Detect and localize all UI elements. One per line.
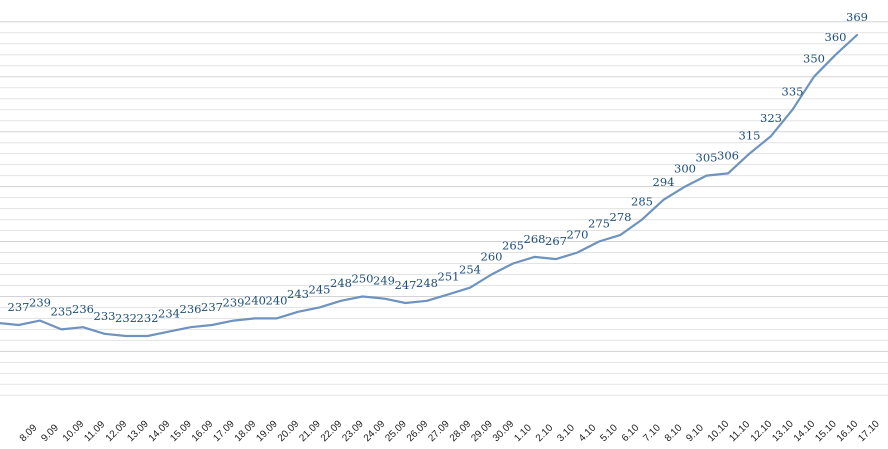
data-label: 249 [373,274,395,288]
data-label: 250 [352,272,374,286]
x-tick-label: 19.09 [254,418,280,444]
data-label: 235 [51,304,73,318]
data-label: 239 [29,296,51,310]
x-tick-label: 13.10 [770,418,796,444]
data-label: 294 [653,175,675,189]
x-tick-label: 11.10 [727,419,752,444]
data-label: 251 [438,269,460,283]
x-tick-label: 7.10 [641,422,663,444]
data-label: 268 [524,232,546,246]
x-tick-label: 25.09 [383,418,409,444]
x-tick-label: 12.09 [104,418,130,444]
data-labels: 8237239235236233232232234236237239240240… [0,10,868,325]
x-tick-label: 24.09 [362,418,388,444]
x-tick-label: 14.09 [147,418,173,444]
x-tick-label: 15.09 [168,418,194,444]
data-label: 8 [0,298,1,312]
x-tick-label: 10.10 [706,418,732,444]
data-label: 323 [760,111,782,125]
data-label: 270 [567,228,589,242]
x-tick-label: 23.09 [340,418,366,444]
x-tick-label: 20.09 [276,418,302,444]
x-tick-label: 11.09 [82,419,107,444]
x-tick-label: 12.10 [749,418,775,444]
data-label: 240 [266,293,288,307]
data-label: 265 [502,239,524,253]
data-label: 300 [674,162,696,176]
data-label: 232 [115,311,137,325]
x-tick-label: 8.09 [18,422,40,444]
data-label: 306 [717,148,739,162]
x-tick-label: 1.10 [512,422,534,444]
x-tick-label: 18.09 [233,418,259,444]
x-tick-label: 5.10 [598,422,620,444]
x-tick-label: 27.09 [426,418,452,444]
data-label: 233 [94,309,116,323]
data-label: 248 [330,276,352,290]
data-label: 315 [739,129,761,143]
x-tick-label: 9.09 [39,422,61,444]
series-line [0,33,859,338]
x-tick-label: 17.09 [211,418,237,444]
x-tick-label: 16.10 [835,418,861,444]
data-label: 247 [395,278,417,292]
x-tick-label: 22.09 [319,418,345,444]
data-label: 245 [309,282,331,296]
x-tick-label: 14.10 [792,418,818,444]
data-label: 236 [72,302,94,316]
data-label: 305 [696,151,718,165]
x-tick-label: 16.09 [190,418,216,444]
data-label: 232 [137,311,159,325]
data-label: 260 [481,250,503,264]
x-tick-label: 10.09 [61,418,87,444]
x-tick-label: 29.09 [469,418,495,444]
data-label: 243 [287,287,309,301]
data-label: 350 [803,52,825,66]
x-tick-label: 2.10 [534,422,556,444]
data-label: 237 [201,300,223,314]
series-layer [0,33,859,338]
x-tick-label: 4.10 [577,422,599,444]
data-label: 236 [180,302,202,316]
x-tick-label: 6.10 [620,422,642,444]
x-tick-label: 9.10 [684,422,706,444]
data-label: 254 [459,263,481,277]
data-label: 275 [588,217,610,231]
data-label: 267 [545,234,567,248]
data-label: 237 [8,300,30,314]
data-label: 278 [610,210,632,224]
data-label: 369 [846,10,868,24]
data-label: 335 [782,85,804,99]
x-tick-label: 3.10 [555,422,577,444]
data-label: 240 [244,293,266,307]
data-label: 234 [158,307,180,321]
x-tick-label: 17.10 [856,418,882,444]
grid-lines [0,21,888,396]
x-tick-label: 28.09 [448,418,474,444]
x-tick-label: 15.10 [813,418,839,444]
data-label: 285 [631,195,653,209]
data-label: 239 [223,296,245,310]
data-label: 360 [825,30,847,44]
data-label: 248 [416,276,438,290]
x-tick-label: 30.09 [491,418,517,444]
x-axis-tick-labels: 8.09 9.09 10.0911.0912.0913.0914.0915.0916… [18,418,882,444]
x-tick-label: 26.09 [405,418,431,444]
x-tick-label: 13.09 [125,418,151,444]
x-tick-label: 21.09 [297,418,323,444]
x-tick-label: 8.10 [663,422,685,444]
